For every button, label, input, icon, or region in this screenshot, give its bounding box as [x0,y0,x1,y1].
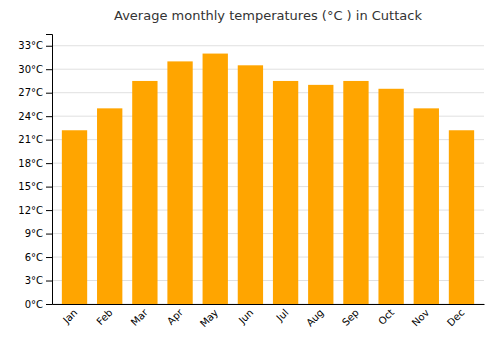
tick: Apr [165,306,186,327]
tick: Dec [445,307,466,328]
tick: 27°C [18,87,52,98]
tick-label: Nov [410,307,432,329]
tick-mark [46,116,52,117]
bar [167,61,192,304]
tick-label: 6°C [25,252,43,263]
title: Average monthly temperatures (°C ) in Cu… [114,8,422,23]
axis-line [53,304,485,305]
chart: 0°C 3°C 6°C 9°C 12°C 15°C 18°C 21°C 24°C 27°C 30°C… [0,0,500,350]
tick-label: 3°C [25,275,43,286]
tick: 12°C [18,205,52,216]
tick: 15°C [18,181,52,192]
tick-mark [46,46,52,47]
axis-line [46,35,53,305]
grid-line [52,69,484,70]
tick: 18°C [18,158,52,169]
tick-label: Feb [94,307,114,327]
bar [203,54,228,304]
tick-label: 30°C [18,64,43,75]
tick-label: Jun [236,307,256,327]
bar [273,81,298,304]
tick-mark [46,187,52,188]
tick-mark [46,140,52,141]
tick-label: Aug [304,307,326,329]
tick: 0°C [25,299,52,310]
grid-line [52,92,484,93]
tick-label: May [198,307,220,329]
tick-mark [46,93,52,94]
tick-label: 27°C [18,87,43,98]
tick: Jan [60,307,79,326]
tick: Mar [129,306,151,328]
tick: Nov [410,307,432,329]
tick: May [198,307,220,329]
tick-label: 24°C [18,111,43,122]
tick-label: Dec [445,307,466,328]
bars [62,54,474,304]
tick: Jun [236,307,256,327]
tick-label: 18°C [18,158,43,169]
y-axis: 0°C 3°C 6°C 9°C 12°C 15°C 18°C 21°C 24°C 27°C 30°C… [18,35,52,310]
tick: 24°C [18,111,52,122]
tick: 33°C [18,40,52,51]
tick: Aug [304,307,326,329]
tick: Sep [340,307,361,328]
tick-mark [46,281,52,282]
tick-label: 9°C [25,228,43,239]
bar [97,108,122,304]
grid-line [52,45,484,46]
tick-label: Apr [165,306,186,327]
grid [52,46,484,304]
tick: Oct [376,307,396,327]
tick-mark [46,257,52,258]
tick: 9°C [25,228,52,239]
tick: 21°C [18,134,52,145]
bar [132,81,157,304]
tick-mark [46,69,52,70]
tick-mark [46,234,52,235]
tick: 30°C [18,64,52,75]
tick: 3°C [25,275,52,286]
tick-label: 0°C [25,299,43,310]
tick: Feb [94,307,114,327]
tick-label: Mar [129,306,151,328]
bar [449,130,474,304]
bar [414,108,439,304]
x-axis: Jan Feb Mar Apr May Jun Jul Aug Sep Oct Nov Dec [53,305,485,330]
tick-mark [46,163,52,164]
tick-label: Jan [60,307,79,326]
tick-label: Sep [340,307,361,328]
tick-label: 33°C [18,40,43,51]
bar [238,65,263,304]
bar [378,89,403,304]
tick-label: Oct [376,307,396,327]
tick-mark [46,304,52,305]
tick: Jul [274,307,291,324]
tick-mark [46,210,52,211]
tick-label: Jul [274,307,291,324]
tick-label: 15°C [18,181,43,192]
tick-label: 12°C [18,205,43,216]
tick: 6°C [25,252,52,263]
bar [62,130,87,304]
tick-label: 21°C [18,134,43,145]
bar [308,85,333,304]
bar [343,81,368,304]
